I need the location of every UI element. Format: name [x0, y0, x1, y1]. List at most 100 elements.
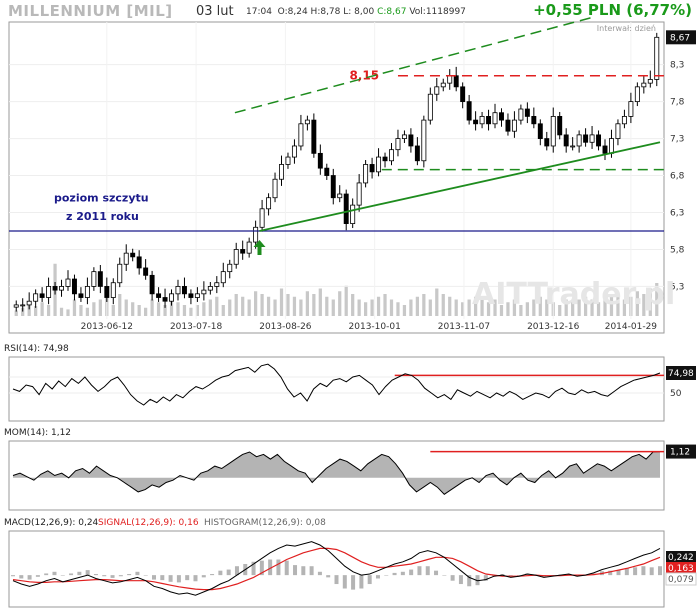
candle-body [279, 164, 284, 180]
candle-body [117, 263, 123, 284]
candle-body [499, 112, 504, 121]
candle-body [91, 271, 97, 287]
up-arrow-icon [253, 239, 266, 255]
candle-body [52, 286, 58, 291]
volume-bar [480, 299, 484, 316]
volume-bar [189, 307, 193, 316]
volume-bar [642, 294, 646, 316]
interval-label: Interwał: dzień [597, 24, 656, 33]
histogram-bar [624, 568, 629, 576]
candle-body [473, 119, 479, 125]
watermark-text: AITTrader.pl [472, 277, 675, 312]
volume-bar [351, 294, 355, 316]
volume-bar [370, 299, 374, 316]
volume-bar [331, 299, 335, 316]
panel-frame-rsi [8, 356, 665, 422]
candle-body [337, 193, 343, 199]
histogram-bar [69, 573, 74, 576]
rsi-last-value-box [666, 366, 696, 380]
candle-body [654, 36, 660, 80]
candle-body [641, 82, 647, 88]
candle-body [609, 138, 614, 154]
candle-body [408, 134, 414, 147]
volume-bar [415, 296, 419, 316]
candle-body [188, 293, 194, 298]
histogram-bar [475, 575, 480, 586]
volume-bar [59, 307, 64, 316]
panel-frame-macd [8, 530, 665, 608]
histogram-bar [152, 575, 157, 580]
price-x-tick-label: 2013-11-07 [438, 322, 490, 332]
high-value: H:8,78 [310, 7, 341, 17]
candle-body [356, 182, 362, 206]
candle-body [194, 293, 200, 298]
histogram-bar [77, 571, 82, 576]
price-x-tick-label: 2013-12-16 [527, 322, 580, 332]
volume-bar [409, 299, 413, 316]
candle-body [298, 123, 304, 147]
volume-bar [590, 299, 594, 316]
volume-bar [27, 305, 31, 316]
volume-bar [279, 288, 284, 316]
candle-body [175, 286, 181, 295]
candle-body [537, 123, 543, 139]
price-x-tick-label: 2013-06-12 [81, 322, 133, 332]
histogram-bar [649, 567, 654, 576]
candle-body [557, 116, 563, 136]
candle-body [570, 145, 576, 148]
candle-body [531, 116, 537, 125]
histogram-bar [118, 575, 123, 577]
volume-bar [266, 296, 271, 316]
histogram-bar [226, 569, 231, 576]
histogram-bar [44, 573, 49, 576]
volume-bar [195, 305, 200, 316]
quote-date: 03 lut [196, 4, 234, 19]
histogram-title: HISTOGRAM(12,26,9): 0,08 [204, 518, 326, 528]
volume-bar [571, 302, 575, 316]
candle-body [181, 286, 187, 295]
candle-body [207, 286, 213, 291]
histogram-bar [301, 566, 306, 576]
volume-bar [182, 305, 187, 316]
volume-bar [150, 299, 154, 316]
macd-last-value: 0,163 [668, 564, 694, 574]
macd-last-value: 0,079 [668, 575, 694, 585]
histogram-bar [500, 574, 505, 576]
volume-bar [558, 305, 562, 316]
volume-bar [525, 302, 529, 316]
volume-bar [519, 305, 523, 316]
volume-bar [467, 299, 471, 316]
mom-last-value-box [666, 444, 696, 459]
histogram-bar [234, 566, 239, 576]
candle-body [434, 86, 440, 95]
ohlc-stats: 17:04 O:8,24 H:8,78 L: 8,00 C:8,67 Vol:1… [246, 7, 466, 17]
volume-bar [532, 299, 536, 316]
candle-body [505, 119, 511, 132]
candle-body [363, 164, 369, 184]
candle-body [486, 116, 492, 125]
volume-bar [325, 296, 329, 316]
rsi-title: RSI(14): 74,98 [4, 344, 69, 354]
price-y-tick-label: 5,8 [670, 245, 685, 255]
histogram-bar [201, 575, 206, 578]
volume-bar [98, 299, 102, 316]
channel-upper-line [234, 15, 596, 114]
candle-body [421, 119, 427, 162]
candle-body [311, 119, 317, 154]
volume-bar [538, 296, 542, 316]
candle-body [583, 134, 589, 143]
histogram-bar [85, 570, 90, 576]
volume-bar [655, 283, 659, 316]
price-y-tick-label: 7,3 [670, 135, 684, 145]
histogram-bar [185, 575, 190, 581]
volume-bar [357, 299, 361, 316]
volume-bar [273, 299, 277, 316]
candle-body [615, 123, 621, 139]
volume-bar [318, 288, 322, 316]
histogram-bar [392, 572, 397, 576]
signal-title: SIGNAL(12,26,9): 0,16 [98, 518, 199, 528]
volume-bar [118, 294, 122, 316]
volume-bar [221, 305, 225, 316]
candle-body [447, 75, 453, 84]
